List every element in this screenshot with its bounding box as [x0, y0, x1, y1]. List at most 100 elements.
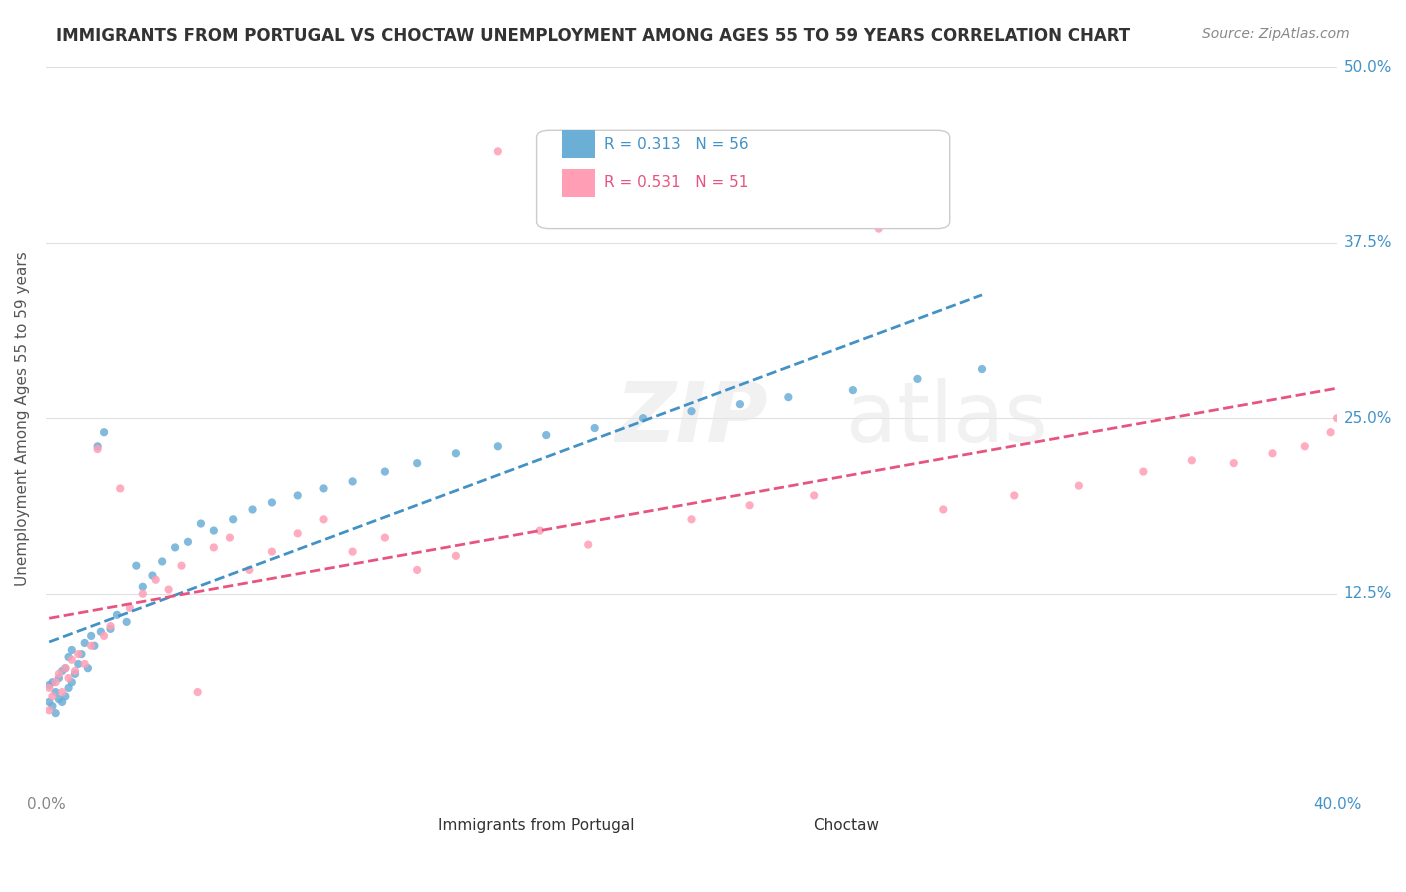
Point — [342, 475, 364, 489]
Point — [1326, 411, 1348, 425]
Point — [238, 563, 260, 577]
Y-axis label: Unemployment Among Ages 55 to 59 years: Unemployment Among Ages 55 to 59 years — [15, 251, 30, 585]
Point — [222, 512, 245, 526]
Point — [1002, 488, 1025, 502]
Text: 0.0%: 0.0% — [27, 797, 65, 813]
Point — [100, 622, 122, 636]
Point — [145, 573, 167, 587]
Point — [45, 706, 67, 720]
Point — [287, 526, 309, 541]
Point — [80, 639, 103, 653]
Text: 40.0%: 40.0% — [1313, 797, 1361, 813]
Point — [631, 411, 654, 425]
Point — [86, 439, 108, 453]
Point — [38, 681, 60, 695]
Point — [73, 636, 96, 650]
Point — [38, 703, 60, 717]
Point — [58, 671, 80, 685]
Point — [132, 587, 155, 601]
Point — [406, 563, 429, 577]
Point — [53, 661, 76, 675]
FancyBboxPatch shape — [562, 169, 595, 197]
Text: Source: ZipAtlas.com: Source: ZipAtlas.com — [1202, 27, 1350, 41]
Point — [312, 512, 335, 526]
Point — [63, 666, 86, 681]
Point — [1294, 439, 1316, 453]
Point — [406, 456, 429, 470]
Point — [287, 488, 309, 502]
Point — [141, 568, 163, 582]
Point — [970, 362, 993, 376]
Point — [51, 664, 73, 678]
Point — [374, 465, 396, 479]
Point — [868, 221, 890, 235]
Point — [150, 554, 173, 568]
Text: R = 0.531   N = 51: R = 0.531 N = 51 — [603, 176, 748, 191]
Point — [374, 531, 396, 545]
Point — [45, 685, 67, 699]
Point — [48, 692, 70, 706]
Point — [190, 516, 212, 531]
Point — [177, 534, 200, 549]
Point — [60, 653, 83, 667]
Point — [93, 629, 115, 643]
Point — [67, 657, 90, 671]
Point — [38, 678, 60, 692]
FancyBboxPatch shape — [368, 812, 401, 832]
Point — [260, 544, 283, 558]
Point — [80, 629, 103, 643]
Point — [681, 512, 703, 526]
Point — [132, 580, 155, 594]
Text: R = 0.313   N = 56: R = 0.313 N = 56 — [603, 136, 748, 152]
Point — [444, 446, 467, 460]
Point — [125, 558, 148, 573]
Text: ZIP: ZIP — [616, 377, 768, 458]
Point — [681, 404, 703, 418]
Text: 50.0%: 50.0% — [1344, 60, 1392, 75]
Point — [576, 538, 599, 552]
FancyBboxPatch shape — [537, 130, 949, 228]
Point — [932, 502, 955, 516]
Point — [803, 488, 825, 502]
Point — [115, 615, 138, 629]
Point — [738, 498, 761, 512]
Point — [529, 524, 551, 538]
FancyBboxPatch shape — [562, 130, 595, 159]
Point — [907, 372, 929, 386]
Text: 25.0%: 25.0% — [1344, 410, 1392, 425]
Point — [1261, 446, 1284, 460]
Text: IMMIGRANTS FROM PORTUGAL VS CHOCTAW UNEMPLOYMENT AMONG AGES 55 TO 59 YEARS CORRE: IMMIGRANTS FROM PORTUGAL VS CHOCTAW UNEM… — [56, 27, 1130, 45]
Point — [58, 650, 80, 665]
Point — [41, 690, 63, 704]
Point — [48, 671, 70, 685]
Point — [170, 558, 193, 573]
Point — [486, 145, 509, 159]
Point — [108, 482, 131, 496]
Point — [83, 639, 105, 653]
Point — [486, 439, 509, 453]
Point — [105, 607, 128, 622]
Point — [67, 647, 90, 661]
Point — [1319, 425, 1341, 440]
Text: 12.5%: 12.5% — [1344, 586, 1392, 601]
Point — [53, 661, 76, 675]
Point — [45, 675, 67, 690]
Point — [86, 442, 108, 456]
Point — [53, 690, 76, 704]
Point — [60, 643, 83, 657]
Point — [38, 695, 60, 709]
Point — [583, 421, 606, 435]
Point — [312, 482, 335, 496]
Point — [51, 695, 73, 709]
Point — [51, 685, 73, 699]
Point — [202, 541, 225, 555]
Text: atlas: atlas — [846, 377, 1049, 458]
Point — [93, 425, 115, 440]
Point — [58, 681, 80, 695]
Point — [219, 531, 242, 545]
Point — [260, 495, 283, 509]
Text: Immigrants from Portugal: Immigrants from Portugal — [439, 819, 636, 833]
Point — [90, 624, 112, 639]
Point — [1132, 465, 1154, 479]
Point — [202, 524, 225, 538]
